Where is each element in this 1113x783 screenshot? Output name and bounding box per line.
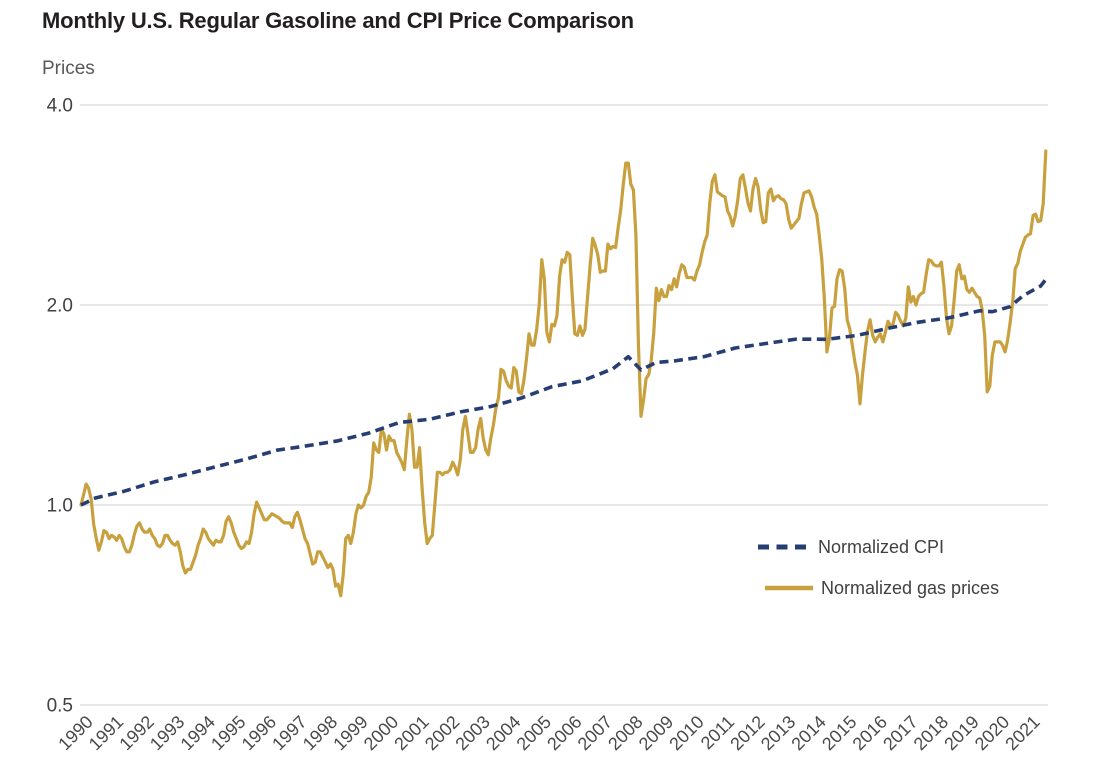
data-series bbox=[79, 149, 1048, 598]
x-tick-labels: 1990199119921993199419951996199719981999… bbox=[54, 712, 1043, 754]
x-tick-label-1996: 1996 bbox=[238, 712, 280, 754]
x-tick-label-2021: 2021 bbox=[1001, 712, 1043, 754]
x-tick-label-2013: 2013 bbox=[757, 712, 799, 754]
x-tick-label-1990: 1990 bbox=[54, 712, 96, 754]
x-tick-label-2014: 2014 bbox=[787, 712, 829, 754]
x-tick-label-2018: 2018 bbox=[910, 712, 952, 754]
x-tick-label-1992: 1992 bbox=[115, 712, 157, 754]
x-tick-label-1999: 1999 bbox=[329, 712, 371, 754]
x-tick-label-1998: 1998 bbox=[299, 712, 341, 754]
x-tick-label-1994: 1994 bbox=[177, 712, 219, 754]
x-tick-label-1997: 1997 bbox=[268, 712, 310, 754]
x-tick-label-2000: 2000 bbox=[360, 712, 402, 754]
legend-gas-label: Normalized gas prices bbox=[821, 578, 999, 598]
x-tick-label-2002: 2002 bbox=[421, 712, 463, 754]
cpi-series-line bbox=[80, 278, 1048, 507]
x-tick-label-2012: 2012 bbox=[726, 712, 768, 754]
y-axis-title: Prices bbox=[42, 58, 95, 79]
y-tick-label-0.5: 0.5 bbox=[47, 696, 73, 717]
y-gridlines bbox=[80, 104, 1048, 706]
y-tick-label-1.0: 1.0 bbox=[47, 496, 73, 517]
x-tick-label-2016: 2016 bbox=[849, 712, 891, 754]
legend-cpi-label: Normalized CPI bbox=[818, 537, 944, 557]
y-tick-labels: 4.0 2.0 1.0 0.5 bbox=[47, 96, 73, 717]
x-tick-label-2006: 2006 bbox=[543, 712, 585, 754]
x-tick-label-2019: 2019 bbox=[940, 712, 982, 754]
y-tick-label-4.0: 4.0 bbox=[47, 96, 73, 117]
x-tick-label-2020: 2020 bbox=[971, 712, 1013, 754]
x-tick-label-1995: 1995 bbox=[207, 712, 249, 754]
x-tick-label-2007: 2007 bbox=[574, 712, 616, 754]
x-tick-label-2017: 2017 bbox=[879, 712, 921, 754]
gas-price-series-line bbox=[79, 149, 1048, 598]
x-tick-label-2008: 2008 bbox=[604, 712, 646, 754]
x-tick-label-1991: 1991 bbox=[85, 712, 127, 754]
y-tick-label-2.0: 2.0 bbox=[47, 296, 73, 317]
x-tick-label-2003: 2003 bbox=[451, 712, 493, 754]
x-tick-label-2004: 2004 bbox=[482, 712, 524, 754]
x-tick-label-1993: 1993 bbox=[146, 712, 188, 754]
x-tick-label-2009: 2009 bbox=[635, 712, 677, 754]
x-tick-label-2015: 2015 bbox=[818, 712, 860, 754]
x-tick-label-2001: 2001 bbox=[390, 712, 432, 754]
x-tick-label-2005: 2005 bbox=[513, 712, 555, 754]
x-tick-label-2010: 2010 bbox=[665, 712, 707, 754]
chart-title: Monthly U.S. Regular Gasoline and CPI Pr… bbox=[42, 8, 634, 33]
legend: Normalized CPI Normalized gas prices bbox=[758, 537, 999, 598]
